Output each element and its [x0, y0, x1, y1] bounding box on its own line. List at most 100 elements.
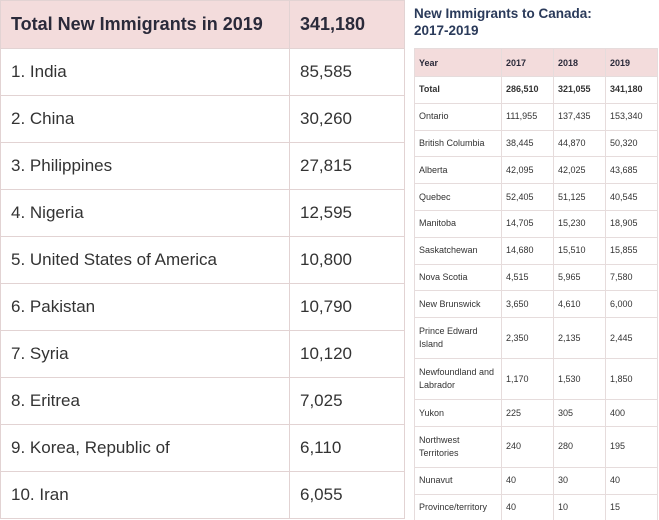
value-2018: 305	[553, 399, 606, 427]
region-name: Newfoundland and Labrador	[414, 358, 502, 401]
country-value: 7,025	[289, 377, 405, 425]
country-name: 8. Eritrea	[0, 377, 290, 425]
country-value: 30,260	[289, 95, 405, 143]
value-2018: 42,025	[553, 156, 606, 185]
provinces-table: Year 2017 2018 2019 Total 286,510 321,05…	[414, 48, 658, 520]
region-name: Northwest Territories	[414, 425, 502, 468]
table-row: 3. Philippines 27,815	[0, 142, 405, 190]
value-2018: 4,610	[553, 290, 606, 319]
country-name: 9. Korea, Republic of	[0, 424, 290, 472]
header-2018: 2018	[553, 48, 606, 77]
country-value: 6,110	[289, 424, 405, 472]
header-2019: 2019	[605, 48, 658, 77]
header-year: Year	[414, 48, 502, 77]
country-value: 10,790	[289, 283, 405, 331]
table-row-total: Total 286,510 321,055 341,180	[414, 76, 658, 104]
table-row: 10. Iran 6,055	[0, 471, 405, 519]
value-2019: 15,855	[605, 236, 658, 265]
title-line-2: 2017-2019	[414, 23, 479, 38]
value-2018: 321,055	[553, 76, 606, 104]
country-name: 3. Philippines	[0, 142, 290, 190]
value-2018: 137,435	[553, 102, 606, 131]
country-value: 10,800	[289, 236, 405, 284]
value-2018: 5,965	[553, 263, 606, 292]
country-value: 12,595	[289, 189, 405, 237]
value-2019: 153,340	[605, 102, 658, 131]
value-2017: 52,405	[501, 183, 554, 211]
region-name: Manitoba	[414, 209, 502, 238]
value-2017: 38,445	[501, 129, 554, 158]
region-name: Province/territory	[414, 493, 502, 520]
region-name: Quebec	[414, 183, 502, 211]
value-2017: 3,650	[501, 290, 554, 319]
value-2017: 40	[501, 493, 554, 520]
table-row: 9. Korea, Republic of 6,110	[0, 424, 405, 472]
value-2018: 280	[553, 425, 606, 468]
country-value: 27,815	[289, 142, 405, 190]
country-name: 1. India	[0, 48, 290, 96]
country-name: 6. Pakistan	[0, 283, 290, 331]
table-row: 8. Eritrea 7,025	[0, 377, 405, 425]
value-2019: 1,850	[605, 358, 658, 401]
value-2017: 286,510	[501, 76, 554, 104]
table-row: 4. Nigeria 12,595	[0, 189, 405, 237]
table-row: Ontario 111,955 137,435 153,340	[414, 102, 658, 131]
table-row: Nunavut 40 30 40	[414, 466, 658, 495]
value-2018: 10	[553, 493, 606, 520]
table-row: Prince Edward Island 2,350 2,135 2,445	[414, 317, 658, 360]
table-row: British Columbia 38,445 44,870 50,320	[414, 129, 658, 158]
value-2019: 40,545	[605, 183, 658, 211]
value-2018: 44,870	[553, 129, 606, 158]
region-name: Yukon	[414, 399, 502, 427]
region-name: Alberta	[414, 156, 502, 185]
top-countries-table: Total New Immigrants in 2019 341,180 1. …	[0, 0, 405, 519]
region-name: Total	[414, 76, 502, 104]
value-2019: 7,580	[605, 263, 658, 292]
value-2017: 42,095	[501, 156, 554, 185]
country-name: 7. Syria	[0, 330, 290, 378]
provinces-table-panel: New Immigrants to Canada: 2017-2019 Year…	[410, 0, 659, 520]
header-2017: 2017	[501, 48, 554, 77]
value-2017: 14,705	[501, 209, 554, 238]
region-name: New Brunswick	[414, 290, 502, 319]
region-name: Ontario	[414, 102, 502, 131]
value-2019: 18,905	[605, 209, 658, 238]
title-line-1: New Immigrants to Canada:	[414, 6, 592, 21]
value-2018: 30	[553, 466, 606, 495]
value-2019: 43,685	[605, 156, 658, 185]
value-2019: 195	[605, 425, 658, 468]
value-2019: 50,320	[605, 129, 658, 158]
value-2019: 15	[605, 493, 658, 520]
header-total-value: 341,180	[289, 0, 405, 49]
country-name: 10. Iran	[0, 471, 290, 519]
value-2018: 51,125	[553, 183, 606, 211]
value-2019: 40	[605, 466, 658, 495]
table-row: Newfoundland and Labrador 1,170 1,530 1,…	[414, 358, 658, 401]
value-2017: 240	[501, 425, 554, 468]
table-row: New Brunswick 3,650 4,610 6,000	[414, 290, 658, 319]
country-name: 5. United States of America	[0, 236, 290, 284]
provinces-table-title: New Immigrants to Canada: 2017-2019	[410, 0, 659, 48]
region-name: British Columbia	[414, 129, 502, 158]
table-row: Saskatchewan 14,680 15,510 15,855	[414, 236, 658, 265]
table-row: 7. Syria 10,120	[0, 330, 405, 378]
country-value: 85,585	[289, 48, 405, 96]
region-name: Saskatchewan	[414, 236, 502, 265]
value-2017: 14,680	[501, 236, 554, 265]
value-2019: 6,000	[605, 290, 658, 319]
value-2017: 40	[501, 466, 554, 495]
region-name: Nova Scotia	[414, 263, 502, 292]
table-row: 1. India 85,585	[0, 48, 405, 96]
table-row: Alberta 42,095 42,025 43,685	[414, 156, 658, 185]
value-2017: 1,170	[501, 358, 554, 401]
region-name: Prince Edward Island	[414, 317, 502, 360]
value-2018: 15,230	[553, 209, 606, 238]
table-row: Northwest Territories 240 280 195	[414, 425, 658, 468]
table-row: Province/territory 40 10 15	[414, 493, 658, 520]
country-value: 10,120	[289, 330, 405, 378]
value-2019: 400	[605, 399, 658, 427]
top-countries-table-panel: Total New Immigrants in 2019 341,180 1. …	[0, 0, 405, 519]
value-2018: 2,135	[553, 317, 606, 360]
value-2017: 111,955	[501, 102, 554, 131]
table-row: Nova Scotia 4,515 5,965 7,580	[414, 263, 658, 292]
